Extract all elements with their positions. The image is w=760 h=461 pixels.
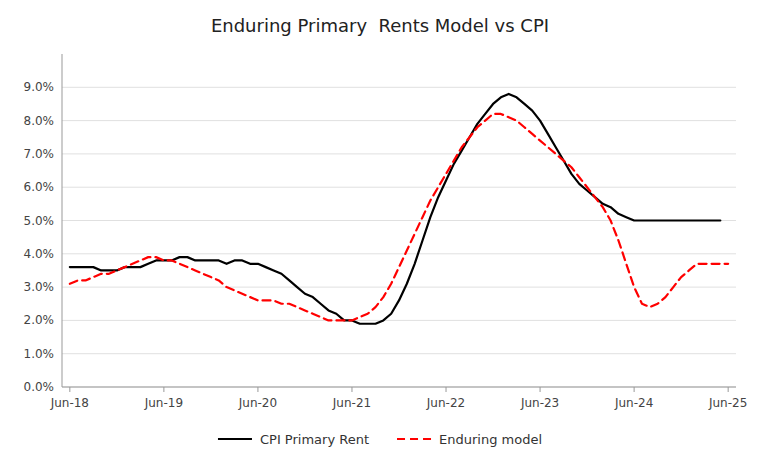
legend-swatch bbox=[218, 438, 252, 440]
legend: CPI Primary Rent Enduring model bbox=[218, 432, 542, 447]
plot-area bbox=[70, 94, 728, 324]
x-tick-label: Jun-23 bbox=[520, 396, 559, 410]
grid-line bbox=[62, 287, 736, 288]
chart: Enduring Primary Rents Model vs CPI 0.0% 1… bbox=[0, 0, 760, 461]
y-tick-label: 0.0% bbox=[24, 380, 55, 394]
x-axis-line bbox=[62, 387, 736, 388]
x-tick bbox=[728, 387, 729, 392]
x-tick bbox=[69, 387, 70, 392]
title: Enduring Primary Rents Model vs CPI bbox=[211, 15, 549, 36]
x-tick-label: Jun-20 bbox=[238, 396, 277, 410]
y-tick-label: 8.0% bbox=[24, 114, 55, 128]
x-tick-label: Jun-19 bbox=[144, 396, 183, 410]
x-tick-label: Jun-25 bbox=[708, 396, 747, 410]
x-tick bbox=[163, 387, 164, 392]
x-tick bbox=[257, 387, 258, 392]
x-tick bbox=[634, 387, 635, 392]
series-line bbox=[70, 94, 720, 324]
x-tick bbox=[351, 387, 352, 392]
y-tick-label: 7.0% bbox=[24, 147, 55, 161]
grid-line bbox=[62, 353, 736, 354]
x-tick-label: Jun-22 bbox=[426, 396, 465, 410]
x-tick-label: Jun-21 bbox=[332, 396, 371, 410]
grid-line bbox=[62, 253, 736, 254]
y-axis-line bbox=[62, 54, 63, 387]
x-tick-label: Jun-24 bbox=[614, 396, 653, 410]
legend-swatch bbox=[397, 438, 431, 440]
grid-line bbox=[62, 387, 736, 388]
grid-line bbox=[62, 320, 736, 321]
grid-line bbox=[62, 87, 736, 88]
y-tick-label: 1.0% bbox=[24, 347, 55, 361]
grid-line bbox=[62, 187, 736, 188]
y-tick-label: 3.0% bbox=[24, 280, 55, 294]
y-tick-label: 6.0% bbox=[24, 180, 55, 194]
x-tick bbox=[540, 387, 541, 392]
legend-label: CPI Primary Rent bbox=[260, 432, 369, 447]
grid-line bbox=[62, 153, 736, 154]
y-tick-label: 2.0% bbox=[24, 313, 55, 327]
y-tick-label: 5.0% bbox=[24, 214, 55, 228]
legend-label: Enduring model bbox=[439, 432, 542, 447]
y-tick-label: 4.0% bbox=[24, 247, 55, 261]
y-tick-label: 9.0% bbox=[24, 80, 55, 94]
x-tick bbox=[446, 387, 447, 392]
series-line bbox=[70, 114, 728, 320]
x-tick-label: Jun-18 bbox=[50, 396, 89, 410]
grid-line bbox=[62, 120, 736, 121]
